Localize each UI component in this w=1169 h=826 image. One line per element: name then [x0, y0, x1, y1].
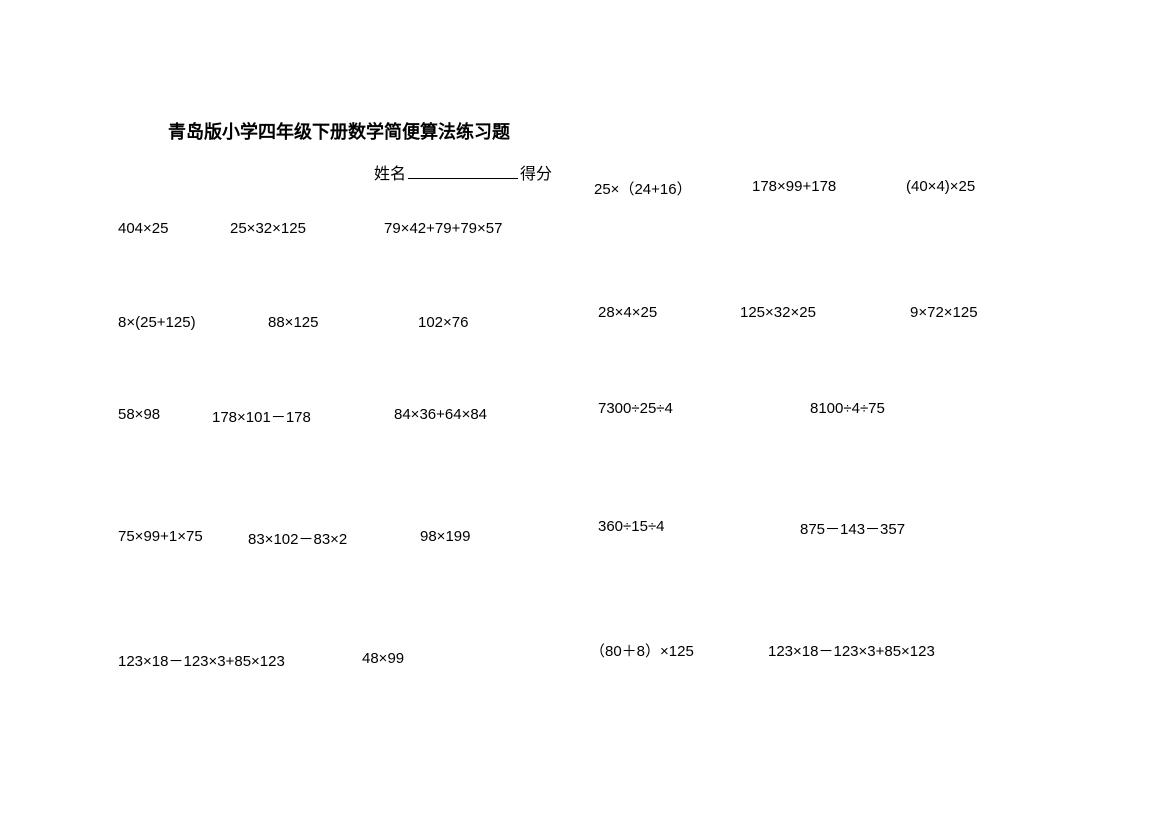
math-problem: 58×98 — [118, 406, 160, 423]
score-label: 得分 — [520, 160, 552, 184]
math-problem: 79×42+79+79×57 — [384, 220, 502, 237]
math-problem: 8×(25+125) — [118, 314, 196, 331]
math-problem: 84×36+64×84 — [394, 406, 487, 423]
math-problem: 178×99+178 — [752, 178, 836, 195]
math-problem: 83×102－83×2 — [248, 528, 347, 549]
math-problem: 28×4×25 — [598, 304, 657, 321]
math-problem: 123×18－123×3+85×123 — [118, 650, 285, 671]
math-problem: 8100÷4÷75 — [810, 400, 885, 417]
math-problem: 7300÷25÷4 — [598, 400, 673, 417]
math-problem: 360÷15÷4 — [598, 518, 665, 535]
name-score-row: 姓名 得分 — [374, 160, 552, 184]
math-problem: 875－143－357 — [800, 518, 905, 539]
name-underline — [408, 163, 518, 179]
math-problem: 25×32×125 — [230, 220, 306, 237]
math-problem: （80＋8）×125 — [590, 640, 694, 661]
math-problem: 102×76 — [418, 314, 468, 331]
name-label: 姓名 — [374, 160, 406, 184]
math-problem: (40×4)×25 — [906, 178, 975, 195]
math-problem: 98×199 — [420, 528, 470, 545]
math-problem: 48×99 — [362, 650, 404, 667]
math-problem: 75×99+1×75 — [118, 528, 203, 545]
math-problem: 178×101－178 — [212, 406, 311, 427]
math-problem: 125×32×25 — [740, 304, 816, 321]
math-problem: 88×125 — [268, 314, 318, 331]
math-problem: 25×（24+16） — [594, 178, 692, 199]
math-problem: 9×72×125 — [910, 304, 978, 321]
math-problem: 404×25 — [118, 220, 168, 237]
math-problem: 123×18－123×3+85×123 — [768, 640, 935, 661]
page-title: 青岛版小学四年级下册数学简便算法练习题 — [168, 118, 510, 144]
